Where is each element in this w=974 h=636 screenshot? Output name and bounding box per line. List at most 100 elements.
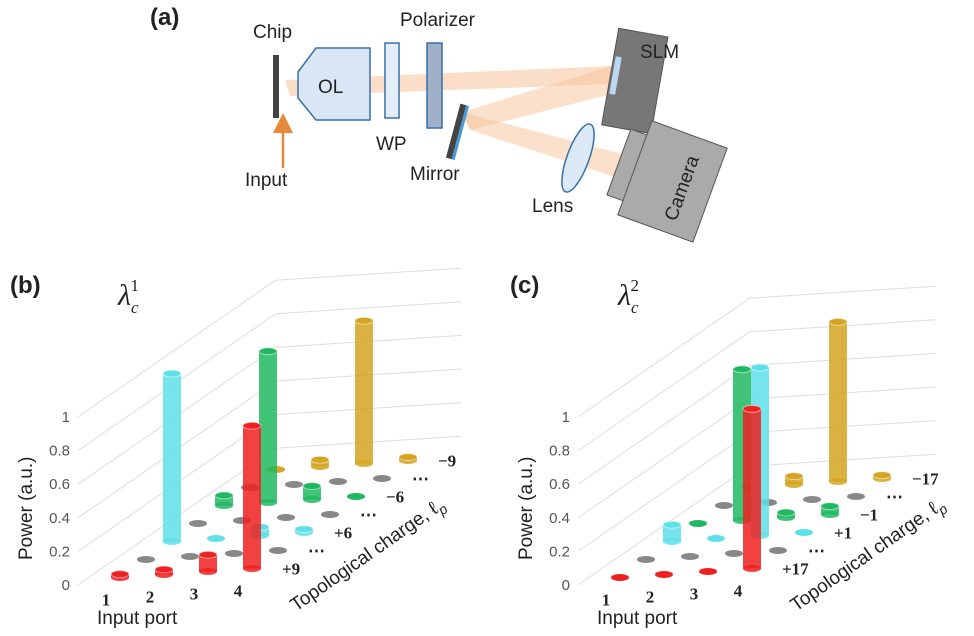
port-label: 3 [690, 585, 699, 604]
bar-top [207, 535, 225, 542]
bar [269, 547, 287, 554]
label: Lens [532, 196, 573, 217]
bar-top [311, 456, 329, 463]
bar-body [829, 322, 847, 482]
bar-top [155, 566, 173, 573]
bar-top [295, 526, 313, 533]
port-label: 3 [190, 585, 199, 604]
bar [259, 348, 277, 506]
bar-body [743, 409, 761, 569]
figure: (a) Chip OL WP Polarizer Mirror SLM Lens… [0, 0, 974, 631]
port-label: 4 [734, 582, 743, 601]
bar-top [321, 511, 339, 518]
bar-top [707, 535, 725, 542]
bar-top [847, 493, 865, 500]
bar-top [199, 551, 217, 558]
bar [689, 520, 707, 527]
port-label: 2 [646, 588, 655, 607]
bar-top [399, 454, 417, 461]
bar [207, 535, 225, 542]
y-tick-label: 0.2 [49, 543, 70, 560]
bar [699, 568, 717, 575]
bar-top [873, 472, 891, 479]
camera [602, 115, 727, 242]
bar [111, 571, 129, 581]
bar [803, 496, 821, 503]
bar [873, 472, 891, 482]
bar [163, 370, 181, 545]
charge-label: −1 [860, 506, 878, 525]
bar [785, 473, 803, 488]
bar [215, 492, 233, 509]
bar-top [189, 520, 207, 527]
y-axis-title: Power (a.u.) [16, 457, 37, 560]
bar [795, 529, 813, 536]
label: WP [376, 134, 407, 155]
bar [743, 405, 761, 572]
bar-top [269, 547, 287, 554]
bar [355, 317, 373, 467]
bar [777, 509, 795, 521]
bar-top [373, 475, 391, 482]
label: SLM [640, 42, 679, 63]
bar-top [751, 364, 769, 371]
bar [663, 521, 681, 545]
bar [611, 574, 629, 581]
chart-title: λc 1 [117, 276, 139, 317]
bar [243, 422, 261, 572]
bar [707, 535, 725, 542]
charge-label: ⋯ [886, 488, 903, 507]
title-superscript: 1 [131, 276, 140, 295]
charge-label: +9 [282, 560, 300, 579]
charge-label: −9 [438, 452, 456, 471]
charge-label: +17 [782, 560, 809, 579]
y-axis-title: Power (a.u.) [516, 457, 537, 560]
charge-label: −17 [912, 470, 939, 489]
bar-top [637, 556, 655, 563]
bar-body [355, 321, 373, 464]
title-subscript: c [131, 298, 139, 317]
bar-top [715, 502, 733, 509]
bar-body [259, 351, 277, 502]
bar-top [725, 550, 743, 557]
bar-top [215, 492, 233, 499]
bar [637, 556, 655, 563]
y-tick-label: 1 [562, 409, 570, 426]
title-symbol: λ [617, 279, 631, 312]
y-tick-label: 0 [562, 577, 570, 594]
bar-top [285, 481, 303, 488]
bar [399, 454, 417, 464]
bar [303, 483, 321, 503]
port-label: 1 [102, 591, 111, 610]
bar [715, 502, 733, 509]
bar [199, 551, 217, 575]
bar-top [699, 568, 717, 575]
bar [681, 553, 699, 560]
label: Polarizer [400, 10, 476, 31]
bar [181, 553, 199, 560]
setup-diagram: (a) Chip OL WP Polarizer Mirror SLM Lens… [150, 4, 727, 242]
bar-top [663, 521, 681, 528]
bar-top [803, 496, 821, 503]
bar [829, 318, 847, 485]
bar-top [277, 514, 295, 521]
charge-label: ⋯ [308, 542, 325, 561]
panel-label: (b) [10, 272, 41, 299]
bar-top [611, 574, 629, 581]
bar [847, 493, 865, 500]
bar-top [225, 550, 243, 557]
bar-top [303, 483, 321, 490]
charge-label: +1 [834, 524, 852, 543]
polarizer [427, 43, 442, 128]
title-symbol: λ [117, 279, 131, 312]
bar-top [329, 478, 347, 485]
y-tick-label: 0.8 [549, 443, 570, 460]
bar-top [137, 556, 155, 563]
bar-top [821, 503, 839, 510]
bar [329, 478, 347, 485]
y-tick-label: 0.4 [49, 510, 70, 527]
label: Mirror [410, 164, 460, 185]
bar-top [689, 520, 707, 527]
bar-body [243, 426, 261, 569]
